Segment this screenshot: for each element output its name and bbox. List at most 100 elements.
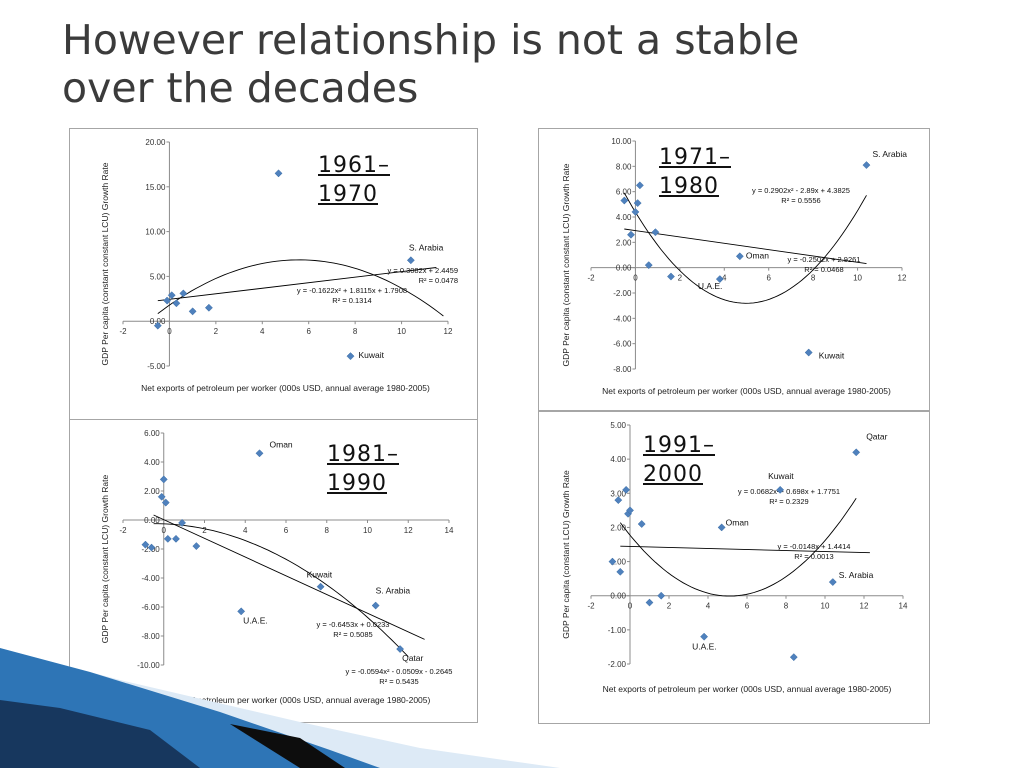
data-point: [163, 534, 172, 543]
data-point-label: Kuwait: [307, 570, 333, 580]
data-point: [637, 520, 646, 528]
data-point: [627, 230, 635, 239]
y-tick-label: 10.00: [145, 228, 166, 237]
x-tick-label: -2: [587, 274, 595, 283]
y-tick-label: 8.00: [616, 162, 632, 171]
linear-trendline: [157, 267, 437, 302]
data-point: [406, 256, 415, 265]
trendline-r-squared: R² = 0.5085: [333, 630, 372, 639]
x-tick-label: 12: [444, 327, 453, 336]
trendline-equation: y = -0.6453x + 0.0233: [317, 620, 390, 629]
data-point: [157, 492, 166, 501]
trendline-equation: y = -0.0148x + 1.4414: [778, 542, 851, 551]
y-tick-label: -6.00: [613, 340, 632, 349]
y-tick-label: 4.00: [616, 213, 632, 222]
y-tick-label: 20.00: [145, 138, 166, 147]
y-tick-label: 1.00: [610, 558, 626, 567]
x-tick-label: 2: [678, 274, 683, 283]
data-point: [614, 496, 623, 505]
data-point: [626, 506, 634, 515]
data-point: [172, 299, 181, 308]
y-tick-label: -10.00: [137, 661, 160, 670]
x-axis-title: Net exports of petroleum per worker (000…: [603, 684, 892, 694]
data-point-label: S. Arabia: [872, 149, 907, 159]
y-tick-label: -8.00: [142, 632, 161, 641]
period-label-1981-1990: 1981– 1990: [327, 440, 399, 498]
data-point: [178, 518, 187, 527]
period-label-1991-2000: 1991– 2000: [643, 431, 715, 489]
period-label-line-2: 2000: [643, 462, 703, 487]
data-point: [161, 498, 170, 507]
data-point: [620, 196, 629, 205]
data-point: [635, 181, 644, 190]
x-tick-label: 8: [784, 602, 789, 611]
data-point: [274, 169, 283, 178]
polynomial-trendline: [619, 497, 857, 597]
trendline-r-squared: R² = 0.0468: [804, 265, 843, 274]
data-point: [776, 485, 785, 494]
y-tick-label: 6.00: [144, 429, 160, 438]
x-tick-label: 8: [811, 274, 816, 283]
data-point-label: Oman: [726, 517, 749, 527]
y-tick-label: -6.00: [142, 603, 161, 612]
swoosh-dark: [230, 724, 345, 768]
x-tick-label: 6: [745, 602, 750, 611]
y-tick-label: 0.00: [150, 317, 166, 326]
trendline-r-squared: R² = 0.5435: [379, 677, 418, 686]
trendline-r-squared: R² = 0.2329: [769, 497, 808, 506]
data-point-label: Oman: [746, 250, 769, 260]
data-point: [204, 303, 213, 312]
y-axis-title: GDP Per capita (constant constant LCU) G…: [100, 162, 110, 365]
x-tick-label: 2: [202, 526, 207, 535]
data-point: [651, 228, 660, 237]
data-point: [616, 567, 625, 576]
period-label-line-1: 1981–: [327, 442, 399, 467]
x-tick-label: 10: [397, 327, 406, 336]
y-axis-title: GDP Per capita (constant constant LCU) G…: [561, 163, 571, 366]
data-point-label: Oman: [270, 439, 293, 449]
data-point: [159, 475, 168, 484]
chart-panel-1961-1970: -5.00 0.00 5.00 10.00 15.00 20.00 -2 0 2 4 6 8 10 12 N…: [69, 128, 478, 421]
x-tick-label: 12: [860, 602, 869, 611]
chart-panel-1971-1980: -8.00 -6.00 -4.00 -2.00 0.00 2.00 4.00 6.00 8.00…: [538, 128, 930, 411]
x-tick-label: 6: [766, 274, 771, 283]
y-tick-label: 3.00: [610, 489, 626, 498]
scatter-chart-1981-1990: -10.00-8.00-6.00-4.00-2.000.002.004.006.…: [100, 429, 454, 705]
x-tick-label: 6: [284, 526, 289, 535]
x-tick-label: 0: [167, 327, 172, 336]
data-point: [167, 291, 176, 300]
data-point-label: S. Arabia: [409, 242, 444, 252]
data-point: [396, 645, 405, 654]
polynomial-trendline: [157, 259, 444, 317]
scatter-chart-1971-1980: -8.00 -6.00 -4.00 -2.00 0.00 2.00 4.00 6.00 8.00…: [561, 137, 907, 396]
y-tick-label: 5.00: [150, 272, 166, 281]
period-label-line-1: 1971–: [659, 145, 731, 170]
x-tick-label: 8: [353, 327, 358, 336]
x-tick-label: 8: [325, 526, 330, 535]
data-point-label: Kuwait: [768, 471, 794, 481]
x-tick-label: -2: [119, 526, 127, 535]
data-point-label: Qatar: [402, 653, 423, 663]
data-point: [192, 542, 201, 551]
x-tick-label: -2: [119, 327, 127, 336]
y-tick-label: 15.00: [145, 183, 166, 192]
swoosh-mid: [0, 700, 200, 768]
data-point: [700, 632, 709, 641]
data-point: [622, 485, 631, 494]
slide-title: However relationship is not a stable ove…: [62, 16, 962, 112]
data-point: [316, 582, 325, 591]
linear-trendline: [620, 545, 870, 554]
data-point: [153, 321, 162, 330]
data-point: [645, 598, 654, 607]
trendline-r-squared: R² = 0.1314: [332, 296, 371, 305]
x-tick-label: 10: [821, 602, 830, 611]
data-point: [147, 543, 156, 552]
trendline-equation: y = 0.3082x + 2.4459: [388, 266, 458, 275]
y-tick-label: -5.00: [147, 362, 166, 371]
x-tick-label: 6: [306, 327, 311, 336]
data-point-label: S. Arabia: [839, 570, 874, 580]
polynomial-trendline: [623, 192, 867, 304]
y-tick-label: 6.00: [616, 188, 632, 197]
data-point: [255, 449, 264, 458]
